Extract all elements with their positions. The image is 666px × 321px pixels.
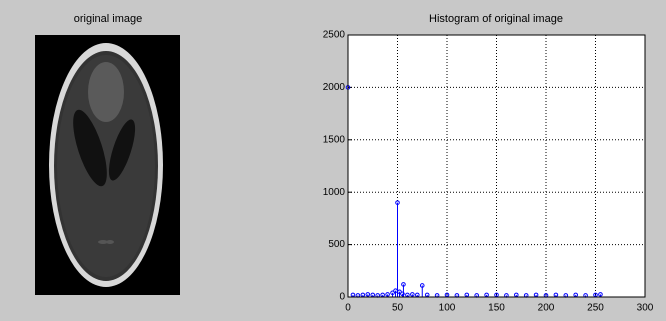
x-tick-label: 150 [488, 303, 505, 314]
x-tick-label: 0 [345, 303, 351, 314]
x-tick-label: 50 [392, 303, 404, 314]
y-tick-label: 500 [328, 239, 345, 250]
chart-title: Histogram of original image [429, 13, 563, 25]
y-tick-label: 2000 [323, 82, 346, 93]
x-tick-label: 200 [538, 303, 555, 314]
figure: original image Histogram of original ima… [0, 0, 666, 321]
x-tick-label: 250 [587, 303, 604, 314]
x-tick-label: 100 [439, 303, 456, 314]
y-tick-label: 1500 [323, 134, 346, 145]
x-tick-label: 300 [637, 303, 654, 314]
y-tick-label: 0 [339, 292, 345, 303]
image-title: original image [74, 13, 142, 25]
phantom-image [35, 35, 180, 295]
y-tick-label: 2500 [323, 30, 346, 41]
y-tick-label: 1000 [323, 187, 346, 198]
